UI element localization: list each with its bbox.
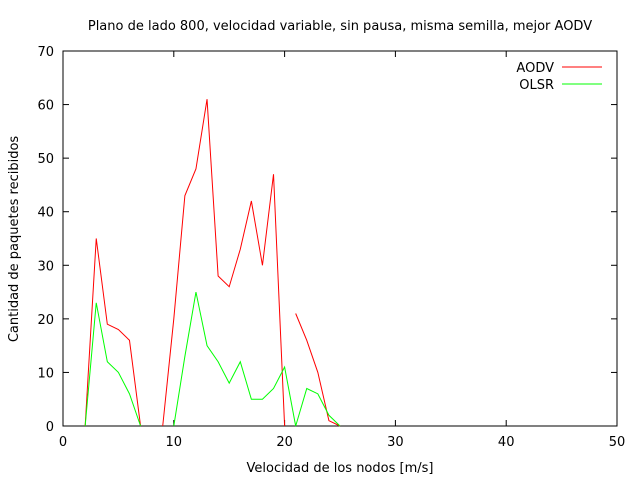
x-tick-label: 30 bbox=[387, 435, 404, 450]
x-axis-label: Velocidad de los nodos [m/s] bbox=[247, 461, 434, 476]
x-tick-label: 40 bbox=[498, 435, 515, 450]
y-axis-label: Cantidad de paquetes recibidos bbox=[7, 136, 22, 343]
plot-border bbox=[62, 50, 618, 427]
x-tick-label: 50 bbox=[609, 435, 626, 450]
series-line-olsr bbox=[84, 302, 142, 427]
legend-label-olsr: OLSR bbox=[519, 78, 554, 93]
x-tick-label: 0 bbox=[59, 435, 67, 450]
x-tick-label: 10 bbox=[166, 435, 183, 450]
y-tick-label: 50 bbox=[37, 152, 54, 167]
x-axis: 0 10 20 30 40 50 bbox=[59, 51, 625, 450]
chart-title: Plano de lado 800, velocidad variable, s… bbox=[88, 19, 592, 34]
legend: AODV OLSR bbox=[516, 61, 602, 93]
series-lines bbox=[84, 99, 341, 427]
y-axis: 0 10 20 30 40 50 60 70 bbox=[37, 45, 617, 435]
y-tick-label: 10 bbox=[37, 366, 54, 381]
series-line-aodv bbox=[162, 99, 286, 427]
y-tick-label: 40 bbox=[37, 206, 54, 221]
legend-label-aodv: AODV bbox=[516, 61, 554, 76]
x-tick-label: 20 bbox=[276, 435, 293, 450]
y-tick-label: 0 bbox=[46, 420, 54, 435]
series-line-aodv bbox=[295, 313, 341, 427]
series-line-aodv bbox=[84, 238, 142, 427]
y-tick-label: 60 bbox=[37, 99, 54, 114]
series-line-olsr bbox=[173, 291, 341, 427]
y-tick-label: 70 bbox=[37, 45, 54, 60]
y-tick-label: 30 bbox=[37, 259, 54, 274]
plot-frame bbox=[62, 50, 618, 427]
y-tick-label: 20 bbox=[37, 313, 54, 328]
